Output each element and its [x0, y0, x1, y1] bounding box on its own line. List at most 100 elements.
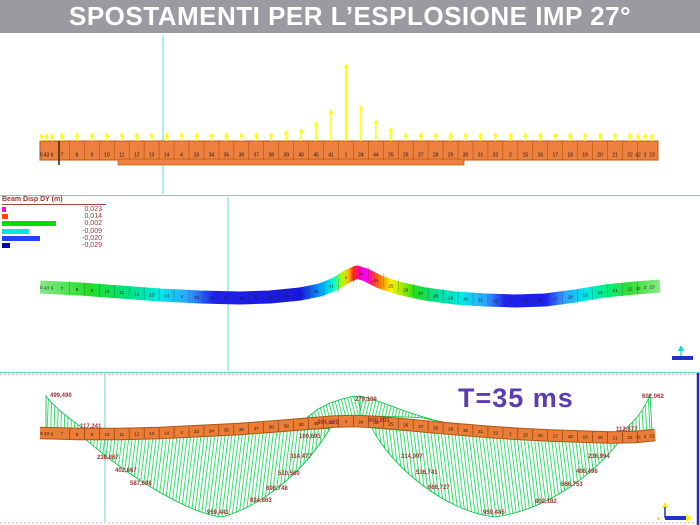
axis-arrow-right — [686, 514, 692, 522]
moment-value-label: 112,677 — [616, 427, 638, 433]
load-arrow-icon — [612, 132, 618, 141]
node-number: 41 — [329, 420, 335, 425]
moment-value-label: 406,496 — [576, 469, 598, 475]
node-number: 25 — [388, 421, 394, 426]
load-arrow-icon — [448, 132, 453, 141]
node-number: 10 — [104, 432, 110, 437]
node-number: 9 — [91, 432, 94, 437]
load-arrow-head — [508, 132, 513, 137]
axis-bar — [665, 516, 687, 520]
node-number: 42 — [635, 435, 641, 440]
node-number: 17 — [552, 153, 558, 159]
legend-color-bar — [2, 235, 40, 241]
node-number: 12 — [134, 432, 140, 437]
load-arrow-icon — [59, 132, 65, 141]
node-number: 3 — [644, 153, 647, 159]
axis-arrow-up — [662, 502, 668, 508]
load-arrow-head — [433, 132, 438, 137]
load-arrow-icon — [538, 132, 543, 141]
viewport-displacement[interactable]: 5 43 6 7 8 9 10 11 12 13 14 4 33 34 35 36 37 38 39 40454112… — [39, 197, 693, 371]
node-number: 37 — [254, 153, 260, 159]
axis-origin-dot — [657, 517, 660, 520]
node-number: 32 — [493, 430, 499, 435]
load-arrow-icon — [74, 132, 80, 141]
moment-value-label: 238,867 — [97, 455, 119, 461]
load-arrow-icon — [343, 63, 349, 141]
load-arrow-icon — [134, 132, 140, 141]
load-arrow-head — [642, 133, 648, 138]
node-number: 41 — [328, 153, 334, 159]
load-arrow-head — [582, 132, 588, 137]
deck-beam — [39, 140, 659, 161]
viewport-loads[interactable]: 5 43 6 7 8 9 10 11 12 13 14 4 33 34 35 36 37 38 39 40 45 41 1 2… — [39, 36, 659, 194]
node-number: 24 — [358, 153, 364, 159]
moment-value-label: 698,748 — [266, 486, 288, 492]
load-arrow-icon — [283, 130, 289, 141]
node-number: 1 — [345, 419, 348, 424]
load-arrow-head — [268, 132, 274, 137]
node-number: 21 — [613, 435, 619, 440]
moment-value-label: 959,441 — [207, 510, 229, 516]
node-number: 35 — [224, 428, 230, 433]
displacement-beam — [39, 265, 661, 308]
load-arrow-head — [298, 128, 304, 133]
node-number: 34 — [209, 428, 215, 433]
node-number: 10 — [104, 153, 110, 159]
load-arrow-icon — [39, 133, 44, 141]
legend-color-bar — [2, 214, 8, 220]
moment-value-label: 802,182 — [535, 499, 557, 505]
load-arrow-head — [552, 132, 558, 137]
load-arrow-icon — [388, 127, 394, 141]
node-number: 43 — [44, 153, 50, 159]
load-arrow-head — [448, 132, 453, 137]
node-number: 2 — [509, 299, 512, 304]
load-arrow-icon — [463, 132, 468, 141]
moment-value-label: 666,753 — [561, 482, 583, 488]
load-arrow-head — [597, 132, 603, 137]
load-arrow-head — [74, 132, 80, 137]
viewport-moment[interactable]: 5 43 6 7 8 9 10 11 12 13 14 4 33 34 35 36 37 38 39 40 45 41 1 2… — [0, 373, 700, 525]
moment-value-label: 587,698 — [130, 481, 152, 487]
legend-entry: -0,020 — [2, 235, 106, 242]
node-number: 22 — [627, 287, 633, 292]
load-arrow-head — [59, 132, 65, 137]
legend-entry: 0,002 — [2, 220, 106, 227]
node-number: 43 — [44, 285, 50, 290]
node-number: 25 — [388, 284, 394, 289]
node-number: 22 — [627, 153, 633, 159]
load-arrow-icon — [194, 132, 199, 141]
axis-triad-icon — [672, 345, 693, 360]
node-number: 34 — [209, 153, 215, 159]
node-number: 21 — [613, 288, 619, 293]
load-arrow-head — [418, 132, 424, 137]
node-number: 17 — [553, 434, 559, 439]
moment-value-label: 959,445 — [483, 510, 505, 516]
load-arrow-icon — [373, 119, 379, 141]
node-number: 20 — [598, 435, 604, 440]
load-arrow-icon — [582, 132, 588, 141]
node-number: 44 — [373, 420, 379, 425]
load-arrow-icon — [649, 133, 655, 141]
node-number: 37 — [254, 295, 260, 300]
load-arrow-head — [463, 132, 468, 137]
load-arrow-head — [313, 121, 319, 126]
node-number: 42 — [635, 153, 641, 159]
load-arrow-head — [49, 133, 55, 138]
legend-value: 0,014 — [84, 213, 102, 221]
node-number: 31 — [478, 153, 484, 159]
moment-value-label: 117,241 — [80, 424, 102, 430]
page-title: SPOSTAMENTI PER L’ESPLOSIONE IMP 27° — [0, 0, 700, 33]
node-number: 30 — [463, 297, 469, 302]
load-arrow-icon — [119, 132, 125, 141]
node-number: 27 — [418, 153, 424, 159]
node-number: 18 — [568, 434, 574, 439]
node-number: 25 — [388, 153, 394, 159]
node-number: 10 — [104, 289, 110, 294]
load-arrow-head — [224, 132, 229, 137]
load-arrow-head — [403, 132, 409, 137]
moment-value-label: 100,691 — [299, 434, 321, 440]
node-number: 36 — [239, 153, 245, 159]
node-number: 29 — [448, 295, 454, 300]
node-number: 36 — [239, 296, 245, 301]
node-number: 20 — [598, 290, 604, 295]
